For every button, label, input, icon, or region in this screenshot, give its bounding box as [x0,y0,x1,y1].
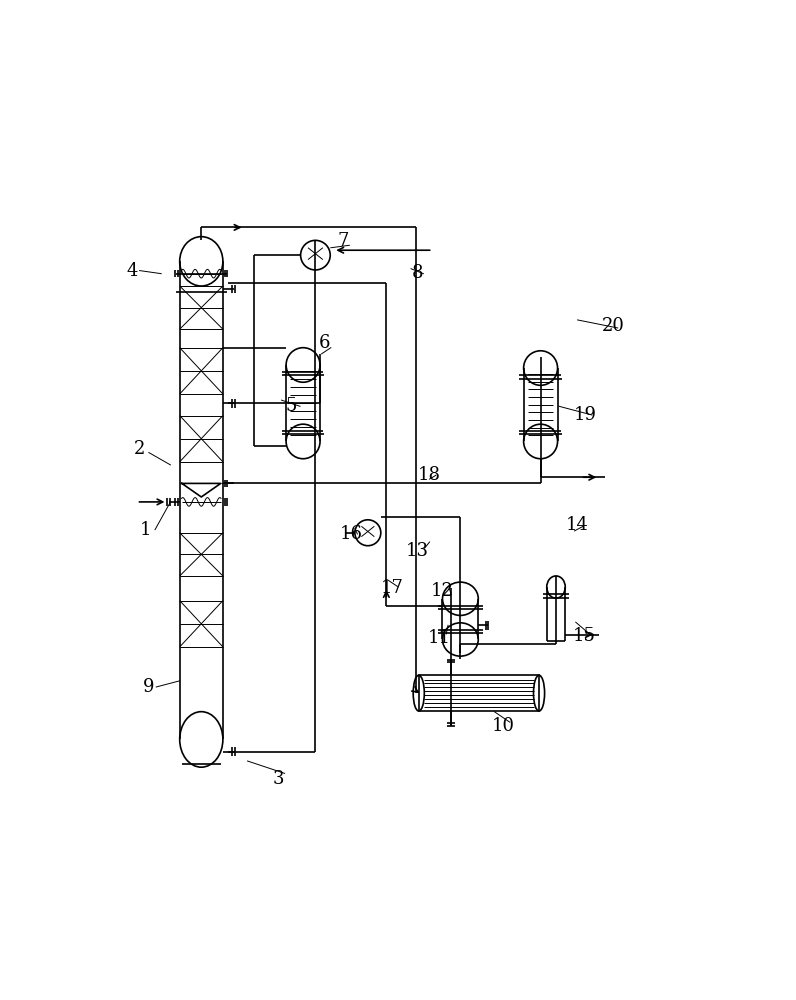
Text: 19: 19 [574,406,597,424]
Text: 1: 1 [140,521,151,539]
Text: 20: 20 [601,317,624,335]
Text: 16: 16 [340,525,363,543]
Text: 8: 8 [412,264,423,282]
Text: 10: 10 [492,717,515,735]
Text: 12: 12 [431,582,453,600]
Text: 2: 2 [134,440,146,458]
Text: 6: 6 [319,334,330,352]
Text: 11: 11 [427,629,451,647]
Text: 7: 7 [338,232,349,250]
Text: 4: 4 [127,262,138,280]
Text: 14: 14 [566,516,589,534]
Text: 5: 5 [285,397,296,415]
Text: 3: 3 [273,770,284,788]
Text: 17: 17 [381,579,404,597]
Bar [419,675,539,711]
Text: 15: 15 [572,627,595,645]
Text: 18: 18 [418,466,441,484]
Text: 9: 9 [143,678,154,696]
Polygon shape [181,483,220,497]
Text: 13: 13 [406,542,429,560]
